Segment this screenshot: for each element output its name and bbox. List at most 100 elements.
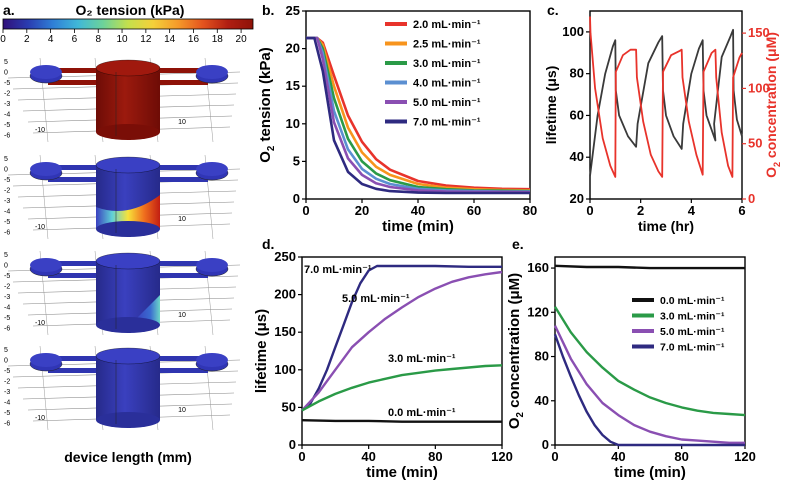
z-tick-label: -4 — [4, 400, 10, 407]
x-tick-label: -10 — [35, 224, 45, 231]
reservoir-top — [196, 65, 228, 79]
panel-label-d: d. — [262, 236, 274, 252]
x-tick-label: -10 — [35, 127, 45, 134]
x-tick-label: 40 — [361, 449, 375, 464]
x-tick-label: 0 — [298, 449, 305, 464]
y-axis-label-sub: 2 — [266, 145, 277, 151]
colorbar-tick-label: 12 — [140, 34, 152, 45]
y-axis-label: O2 tension (kPa) — [257, 47, 277, 162]
y-axis-label: O2 concentration (μM) — [506, 273, 526, 429]
series-line — [306, 36, 530, 195]
y-tick-label: 60 — [570, 107, 584, 122]
series-line — [553, 306, 746, 417]
model-frame: 50-5-2-3-4-5-6-10010 — [4, 57, 241, 143]
colorbar — [2, 18, 254, 30]
y-tick-label: 100 — [274, 362, 296, 377]
x-axis-label: time (min) — [366, 464, 438, 481]
cylinder-top — [95, 347, 161, 365]
z-tick-label: -2 — [4, 379, 10, 386]
legend-label: 0.0 mL·min⁻¹ — [660, 295, 725, 307]
y2-tick-label: 0 — [748, 191, 755, 206]
y-axis-label-tail: tension (kPa) — [257, 47, 274, 145]
series-line — [589, 28, 743, 177]
reservoir-top — [196, 353, 228, 367]
y-tick-label: 0 — [289, 437, 296, 452]
z-tick-label: 5 — [4, 156, 8, 163]
y2-axis-label-main: O — [763, 167, 779, 178]
x-tick-label: 10 — [178, 216, 186, 223]
y-tick-label: 25 — [286, 3, 300, 18]
x-tick-label: 80 — [674, 449, 688, 464]
reservoir-top — [30, 65, 62, 79]
y-tick-label: 80 — [570, 66, 584, 81]
z-tick-label: 0 — [4, 70, 8, 77]
x-tick-label: 2 — [637, 203, 644, 218]
series-annotation: 3.0 mL·min⁻¹ — [388, 353, 456, 365]
z-tick-label: -3 — [4, 294, 10, 301]
cylinder-top — [95, 156, 161, 174]
series-line — [301, 270, 503, 412]
z-tick-label: -3 — [4, 101, 10, 108]
series-annotation: 7.0 mL·min⁻¹ — [304, 264, 372, 276]
chart-c: 0 2 4 6 20 40 60 80 100 0 50 100 150 time (hr) lifetim… — [543, 10, 782, 234]
x-tick-label: 120 — [491, 449, 513, 464]
model-frame: 50-5-2-3-4-5-6-10010 — [4, 154, 241, 240]
z-tick-label: -5 — [4, 410, 10, 417]
series-annotation: 5.0 mL·min⁻¹ — [342, 293, 410, 305]
cylinder-bottom — [96, 412, 160, 428]
z-tick-label: -5 — [4, 315, 10, 322]
panel-a-xlabel: device length (mm) — [64, 449, 192, 465]
y2-axis-label-sub: 2 — [772, 162, 782, 167]
x-axis-label: time (min) — [614, 464, 686, 481]
legend-label: 2.5 mL·min⁻¹ — [413, 39, 481, 51]
x-axis-label: time (hr) — [638, 218, 694, 234]
x-tick-label: 0 — [302, 203, 309, 218]
series-line — [301, 419, 502, 423]
x-tick-label: -10 — [35, 320, 45, 327]
y-axis-label: lifetime (μs) — [253, 309, 270, 393]
reservoir-top — [196, 258, 228, 272]
cylinder-top — [95, 59, 161, 77]
legend-label: 3.0 mL·min⁻¹ — [413, 58, 481, 70]
z-tick-label: 0 — [4, 263, 8, 270]
legend-label: 2.0 mL·min⁻¹ — [413, 19, 481, 31]
z-tick-label: -5 — [4, 80, 10, 87]
panel-d: d. 0 40 80 120 0 50 100 150 200 250 time (min) life… — [253, 236, 513, 481]
z-tick-label: -6 — [4, 133, 10, 140]
series-line — [554, 264, 745, 270]
reservoir-top — [30, 258, 62, 272]
y-axis-label-tail: concentration (μM) — [506, 273, 523, 412]
z-tick-label: -6 — [4, 421, 10, 428]
reservoir-top — [30, 353, 62, 367]
y2-tick-label: 100 — [748, 80, 770, 95]
z-tick-label: 5 — [4, 59, 8, 66]
series-annotation: 0.0 mL·min⁻¹ — [388, 407, 456, 419]
y-axis-label-main: O — [506, 417, 523, 429]
y-tick-label: 160 — [527, 260, 549, 275]
legend-label: 5.0 mL·min⁻¹ — [660, 326, 725, 338]
plot-frame — [301, 256, 503, 446]
colorbar-tick-label: 14 — [164, 34, 176, 45]
x-tick-label: 10 — [178, 312, 186, 319]
x-tick-label: -10 — [35, 415, 45, 422]
reservoir-top — [30, 162, 62, 176]
series-line — [553, 333, 745, 447]
x-tick-label: 4 — [688, 203, 696, 218]
y-tick-label: 150 — [274, 324, 296, 339]
x-tick-label: 0 — [586, 203, 593, 218]
z-tick-label: 5 — [4, 252, 8, 259]
cylinder-bottom — [96, 124, 160, 140]
y-tick-label: 250 — [274, 249, 296, 264]
reservoir-top — [196, 162, 228, 176]
model-frame: 50-5-2-3-4-5-6-10010 — [4, 250, 241, 336]
panel-a: a. O₂ tension (kPa) — [0, 2, 254, 465]
z-tick-label: -5 — [4, 368, 10, 375]
chart-b: 0 20 40 60 80 0 5 10 15 20 25 time (min) O2 tension … — [257, 3, 537, 235]
y2-tick-label: 50 — [748, 136, 762, 151]
y-tick-label: 40 — [570, 149, 584, 164]
panel-label-e: e. — [512, 236, 524, 252]
colorbar-tick-label: 16 — [188, 34, 200, 45]
series-line — [553, 325, 745, 444]
panel-e: e. 0 40 80 120 0 40 80 120 160 time (min) O2 conce… — [506, 236, 756, 481]
